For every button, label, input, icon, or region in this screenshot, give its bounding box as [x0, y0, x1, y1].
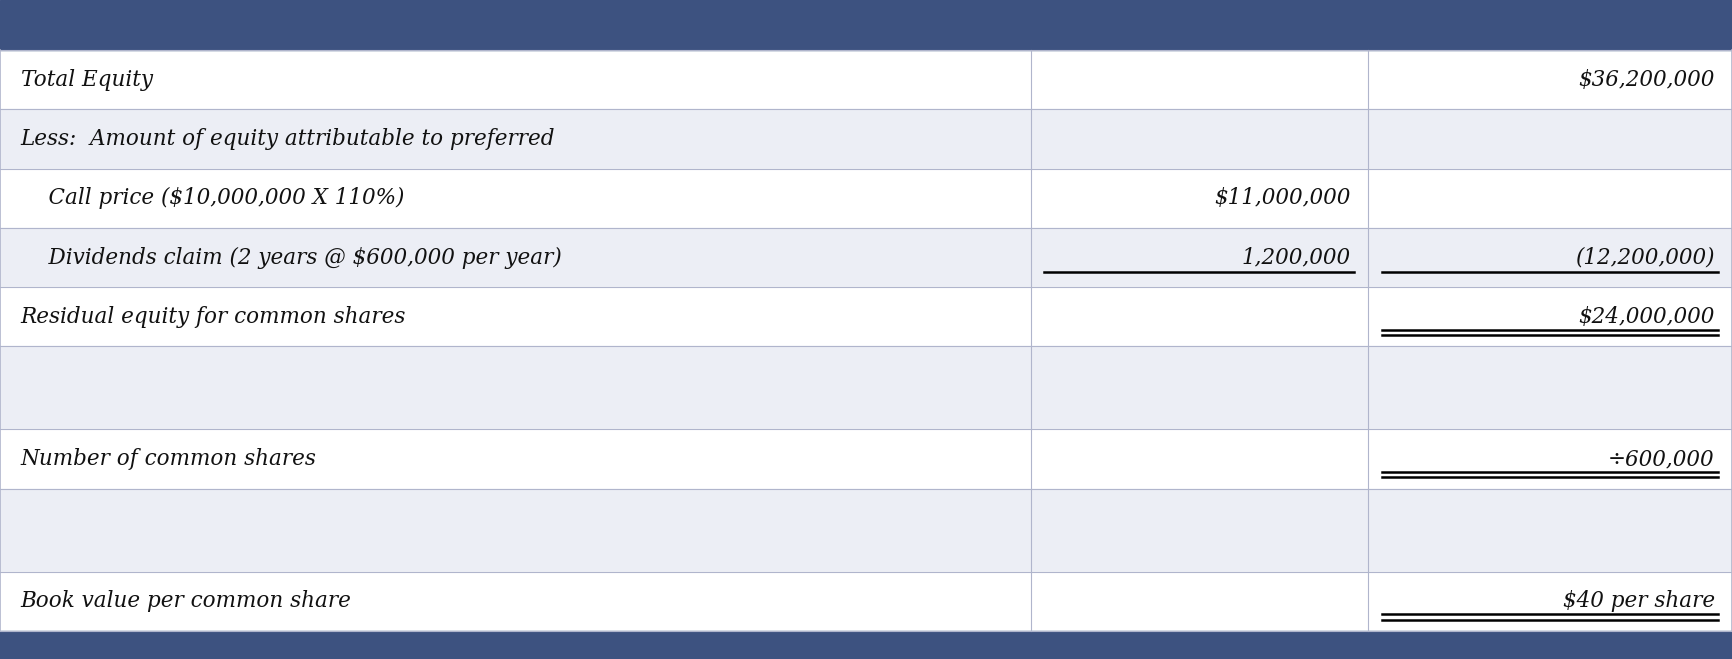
Bar: [0, 50, 1732, 109]
Bar: [0, 489, 1732, 572]
Text: Less:  Amount of equity attributable to preferred: Less: Amount of equity attributable to p…: [21, 128, 556, 150]
Bar: [0, 0, 1732, 50]
Text: ÷600,000: ÷600,000: [1607, 448, 1715, 470]
Bar: [0, 631, 1732, 659]
Text: Total Equity: Total Equity: [21, 69, 152, 91]
Text: Number of common shares: Number of common shares: [21, 448, 317, 470]
Text: $40 per share: $40 per share: [1562, 590, 1715, 612]
Bar: [0, 347, 1732, 430]
Text: $36,200,000: $36,200,000: [1578, 69, 1715, 91]
Bar: [0, 228, 1732, 287]
Bar: [0, 169, 1732, 228]
Text: (12,200,000): (12,200,000): [1574, 246, 1715, 268]
Text: 1,200,000: 1,200,000: [1242, 246, 1351, 268]
Text: $11,000,000: $11,000,000: [1214, 187, 1351, 209]
Bar: [0, 287, 1732, 347]
Text: Call price ($10,000,000 X 110%): Call price ($10,000,000 X 110%): [21, 187, 404, 210]
Bar: [0, 109, 1732, 169]
Bar: [0, 430, 1732, 489]
Text: Dividends claim (2 years @ $600,000 per year): Dividends claim (2 years @ $600,000 per …: [21, 246, 561, 269]
Bar: [0, 572, 1732, 631]
Text: Book value per common share: Book value per common share: [21, 590, 352, 612]
Text: Residual equity for common shares: Residual equity for common shares: [21, 306, 407, 328]
Text: $24,000,000: $24,000,000: [1578, 306, 1715, 328]
